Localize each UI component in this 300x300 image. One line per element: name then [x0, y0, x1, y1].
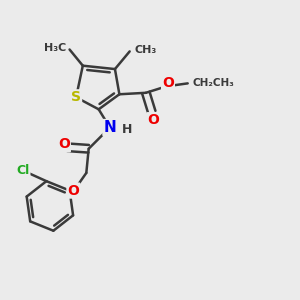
Text: N: N: [103, 120, 116, 135]
Text: H: H: [122, 122, 133, 136]
Text: Cl: Cl: [16, 164, 29, 177]
Text: S: S: [71, 90, 81, 104]
Text: O: O: [58, 137, 70, 151]
Text: CH₂CH₃: CH₂CH₃: [192, 78, 234, 88]
Text: O: O: [68, 184, 79, 198]
Text: H₃C: H₃C: [44, 43, 67, 53]
Text: CH₃: CH₃: [134, 45, 156, 55]
Text: O: O: [147, 113, 159, 127]
Text: O: O: [162, 76, 174, 90]
